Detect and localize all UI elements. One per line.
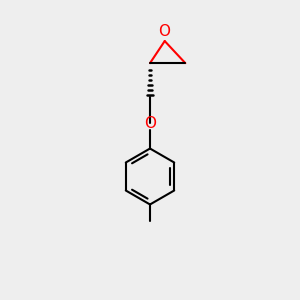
Text: O: O xyxy=(158,24,170,39)
Text: O: O xyxy=(144,116,156,131)
